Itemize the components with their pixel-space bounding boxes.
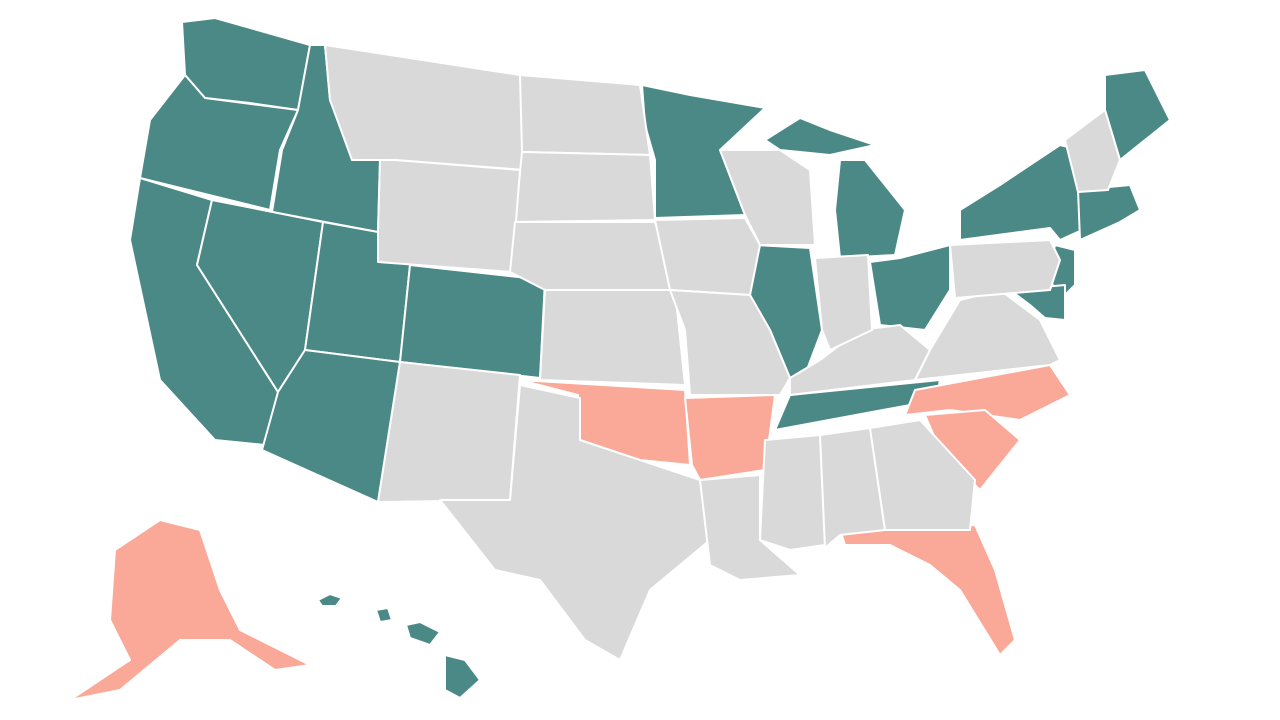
state	[869, 244, 951, 331]
state	[914, 289, 1061, 381]
state	[399, 264, 546, 379]
state	[539, 289, 686, 386]
state	[317, 593, 343, 607]
state	[444, 654, 481, 699]
state	[1104, 69, 1171, 161]
state	[1009, 284, 1066, 321]
state	[669, 289, 791, 396]
state	[69, 519, 311, 701]
state	[261, 349, 401, 503]
state	[839, 524, 1016, 656]
state	[405, 621, 441, 646]
state	[949, 239, 1061, 299]
state	[814, 254, 873, 351]
state	[377, 361, 521, 503]
state	[509, 221, 676, 291]
state	[789, 324, 931, 396]
state	[869, 419, 976, 531]
state	[699, 474, 801, 581]
state	[439, 384, 711, 661]
state	[759, 434, 826, 551]
state	[719, 149, 816, 246]
state	[519, 74, 651, 156]
state	[514, 151, 656, 223]
state	[377, 159, 521, 273]
state	[654, 217, 761, 296]
state	[819, 427, 886, 549]
states	[69, 17, 1171, 701]
state	[139, 74, 299, 211]
state	[684, 394, 776, 481]
state	[1064, 109, 1121, 193]
state	[375, 607, 393, 623]
state	[834, 159, 906, 259]
state	[1077, 184, 1141, 241]
